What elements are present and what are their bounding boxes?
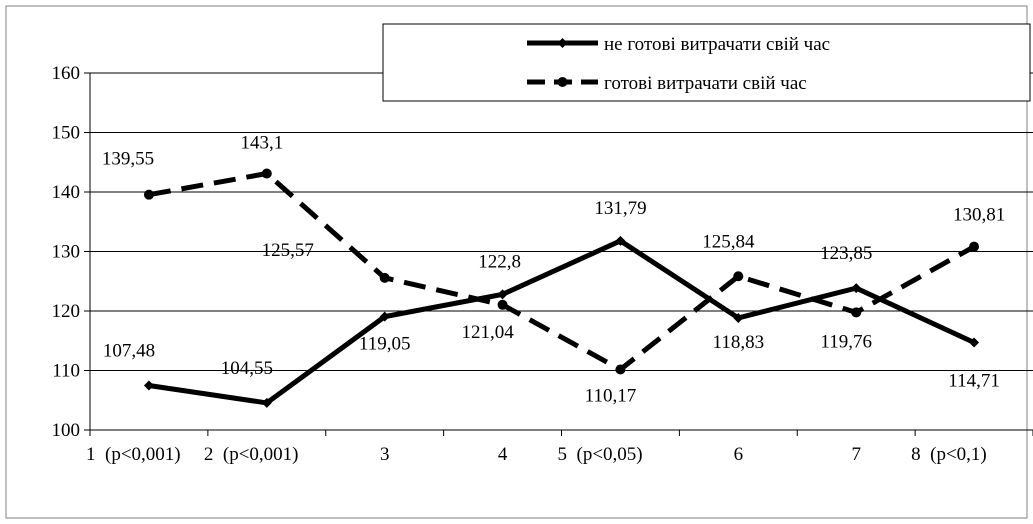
series-2-point [143, 189, 154, 200]
y-tick-label: 160 [52, 63, 81, 84]
x-tick-label: 3 [380, 444, 390, 465]
legend-marker-diamond [557, 38, 568, 48]
x-tick-label: 8 (p<0,1) [911, 444, 987, 465]
data-label-series-1: 122,8 [478, 251, 521, 272]
x-tick-label: 4 [498, 444, 508, 465]
data-label-series-1: 104,55 [221, 358, 273, 379]
data-label-series-2: 139,55 [102, 149, 154, 170]
series-2-point [851, 307, 862, 318]
series-1-point [851, 283, 862, 294]
series-lines [148, 170, 976, 406]
data-label-series-2: 143,1 [240, 133, 283, 154]
y-tick-label: 130 [52, 242, 81, 263]
data-label-series-1: 131,79 [594, 198, 646, 219]
x-tick-label: 1 (p<0,001) [86, 444, 181, 465]
data-label-series-1: 107,48 [103, 340, 155, 361]
y-tick-label: 140 [52, 182, 81, 203]
y-tick-label: 120 [52, 301, 81, 322]
data-label-series-1: 114,71 [948, 370, 1000, 391]
series-2-point [733, 271, 744, 282]
tick-labels: 100 110 120 130 140 150 160 1 (p<0,001) 2 (p<0,0… [52, 63, 987, 465]
legend-label-series-2: готові витрачати свій час [604, 73, 807, 94]
series-markers [143, 168, 980, 408]
y-tick-label: 100 [52, 420, 81, 441]
series-1-point [497, 289, 508, 300]
data-label-series-2: 121,04 [461, 322, 514, 343]
legend-box [382, 23, 1031, 102]
series-1-point [615, 235, 626, 246]
x-tick-label: 7 [851, 444, 861, 465]
series-line-1 [148, 238, 976, 406]
data-label-series-2: 119,76 [820, 331, 872, 352]
data-label-series-1: 118,83 [713, 332, 765, 353]
series-2-point [969, 241, 980, 252]
series-2-point [379, 272, 390, 283]
x-tick-label: 2 (p<0,001) [204, 444, 299, 465]
series-2-point [261, 168, 272, 179]
series-1-point [261, 397, 272, 408]
y-tick-label: 110 [52, 361, 80, 382]
x-tick-label: 5 (p<0,05) [558, 444, 643, 465]
series-1-point [379, 311, 390, 322]
series-2-point [615, 364, 626, 375]
data-label-series-2: 125,84 [702, 231, 755, 252]
series-1-point [969, 337, 980, 348]
series-1-point [143, 380, 154, 391]
legend-marker-circle [557, 77, 568, 87]
data-label-series-1: 119,05 [359, 334, 411, 355]
y-tick-label: 150 [52, 123, 81, 144]
series-2-point [497, 299, 508, 310]
data-label-series-2: 125,57 [262, 240, 314, 261]
legend-label-series-1: не готові витрачати свій час [604, 34, 830, 55]
data-label-series-2: 130,81 [953, 205, 1005, 226]
axes [84, 72, 1033, 436]
legend: не готові витрачати свій час готові витр… [382, 23, 1031, 102]
data-label-series-1: 123,85 [820, 243, 872, 264]
x-tick-label: 6 [734, 444, 744, 465]
series-line-2 [148, 170, 976, 373]
data-label-series-2: 110,17 [585, 385, 637, 406]
data-labels: 107,48 104,55 119,05 122,8 131,79 118,83 123,8… [102, 133, 1005, 407]
series-1-point [733, 312, 744, 323]
